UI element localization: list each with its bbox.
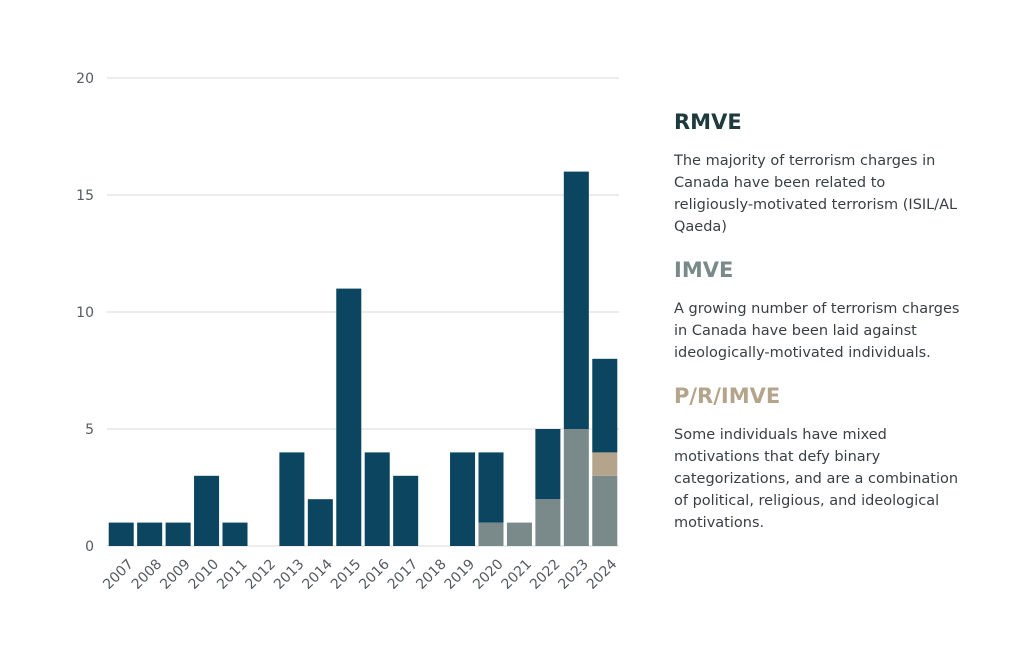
x-tick-label-2022: 2022 xyxy=(527,556,564,593)
bar-2022-imve xyxy=(535,499,561,546)
x-tick-label-2014: 2014 xyxy=(299,556,336,593)
x-tick-label-2020: 2020 xyxy=(470,556,507,593)
legend-title-imve: IMVE xyxy=(674,258,734,282)
x-axis-ticks: 2007200820092010201120122013201420152016… xyxy=(100,556,620,593)
y-axis-ticks: 0 5 10 15 20 xyxy=(76,71,94,555)
x-tick-label-2012: 2012 xyxy=(243,556,280,593)
legend-entry-imve: IMVE A growing number of terrorism charg… xyxy=(674,256,964,364)
y-tick-label: 20 xyxy=(76,71,94,87)
y-tick-label: 0 xyxy=(85,539,94,555)
bar-2024-rmve xyxy=(592,358,618,453)
gridlines xyxy=(107,77,619,547)
bar-2010-rmve xyxy=(194,475,220,546)
bar-2023-rmve xyxy=(563,171,589,429)
bar-2015-rmve xyxy=(336,288,362,546)
bar-2020-rmve xyxy=(478,452,504,523)
bar-2016-rmve xyxy=(364,452,390,546)
bar-2020-imve xyxy=(478,522,504,546)
legend-entry-rmve: RMVE The majority of terrorism charges i… xyxy=(674,108,964,238)
x-tick-label-2013: 2013 xyxy=(271,556,308,593)
y-tick-label: 10 xyxy=(76,305,94,321)
bar-2023-imve xyxy=(563,429,589,546)
bar-2017-rmve xyxy=(393,475,419,546)
bar-2011-rmve xyxy=(222,522,248,546)
x-tick-label-2008: 2008 xyxy=(129,556,166,593)
bar-2024-imve xyxy=(592,475,618,546)
y-tick-label: 15 xyxy=(76,188,94,204)
x-tick-label-2017: 2017 xyxy=(385,556,422,593)
legend-entry-primve: P/R/IMVE Some individuals have mixed mot… xyxy=(674,382,964,534)
bar-2007-rmve xyxy=(108,522,134,546)
bar-2021-imve xyxy=(506,522,532,546)
x-tick-label-2007: 2007 xyxy=(100,556,137,593)
x-tick-label-2023: 2023 xyxy=(555,556,592,593)
legend-title-rmve: RMVE xyxy=(674,110,742,134)
y-tick-label: 5 xyxy=(85,422,94,438)
x-tick-label-2019: 2019 xyxy=(442,556,479,593)
x-tick-label-2011: 2011 xyxy=(214,556,251,593)
bar-2014-rmve xyxy=(307,499,333,546)
legend-panel: RMVE The majority of terrorism charges i… xyxy=(674,108,964,552)
bar-2008-rmve xyxy=(137,522,163,546)
x-tick-label-2018: 2018 xyxy=(413,556,450,593)
bar-2024-primve xyxy=(592,452,618,476)
bars xyxy=(108,171,618,546)
bar-2009-rmve xyxy=(165,522,191,546)
x-tick-label-2021: 2021 xyxy=(499,556,536,593)
legend-title-primve: P/R/IMVE xyxy=(674,384,781,408)
bar-2019-rmve xyxy=(450,452,476,546)
legend-description-rmve: The majority of terrorism charges in Can… xyxy=(674,153,958,235)
legend-description-primve: Some individuals have mixed motivations … xyxy=(674,427,959,531)
x-tick-label-2016: 2016 xyxy=(356,556,393,593)
legend-description-imve: A growing number of terrorism charges in… xyxy=(674,301,960,361)
x-tick-label-2015: 2015 xyxy=(328,556,365,593)
bar-2013-rmve xyxy=(279,452,305,546)
x-tick-label-2010: 2010 xyxy=(186,556,223,593)
x-tick-label-2024: 2024 xyxy=(584,556,621,593)
bar-2022-rmve xyxy=(535,429,561,500)
x-tick-label-2009: 2009 xyxy=(157,556,194,593)
